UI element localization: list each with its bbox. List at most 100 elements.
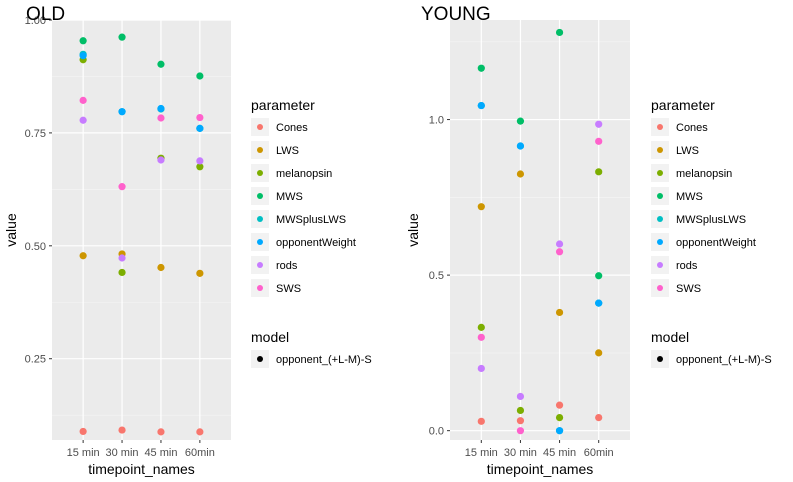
young-legend-swatch <box>657 239 663 245</box>
young-point-lws <box>595 349 603 357</box>
old-y-tick-label: 0.25 <box>25 354 46 366</box>
young-y-tick-label: 0.5 <box>429 270 444 282</box>
old-legend-label: MWS <box>276 191 303 203</box>
old-point-sws <box>196 113 204 122</box>
old-point-cones <box>118 426 126 434</box>
old-point-sws <box>118 183 126 191</box>
old-x-tick-label: 45 min <box>144 447 177 459</box>
young-y-tick-label: 1.0 <box>429 115 444 127</box>
young-y-axis-title: value <box>405 213 421 247</box>
young-x-tick-label: 15 min <box>465 447 498 459</box>
young-legend-title: parameter <box>651 97 715 113</box>
young-panel-title: YOUNG <box>421 4 491 25</box>
young-point-cones <box>595 414 603 422</box>
young-point-mws <box>516 117 525 125</box>
young-point-sws <box>516 427 525 435</box>
old-legend-label: rods <box>276 260 298 272</box>
young-legend-label: melanopsin <box>676 168 732 180</box>
old-legend-swatch <box>257 239 263 245</box>
young-point-mws <box>477 64 485 72</box>
young-point-rods <box>595 120 603 128</box>
old-legend-label: opponentWeight <box>276 237 356 249</box>
old-x-tick-label: 30 min <box>106 447 139 459</box>
old-point-melanopsin <box>196 163 204 171</box>
old-point-mws <box>118 33 126 41</box>
young-point-opponentweight <box>595 299 603 307</box>
old-x-axis-title: timepoint_names <box>88 461 195 477</box>
old-legend-label: LWS <box>276 145 299 157</box>
old-point-sws <box>157 114 165 122</box>
old-point-melanopsin <box>118 268 126 277</box>
young-legend-swatch <box>657 170 663 176</box>
young-point-cones <box>516 417 525 425</box>
old-y-axis-title: value <box>3 213 19 247</box>
young-point-sws <box>595 137 603 145</box>
old-legend-label: MWSplusLWS <box>276 214 346 226</box>
young-point-rods <box>477 364 485 373</box>
old-point-rods <box>157 156 165 164</box>
young-point-lws <box>555 308 564 317</box>
old-legend-swatch <box>257 216 263 222</box>
young-x-tick-label: 60min <box>584 447 614 459</box>
old-point-rods <box>118 254 126 262</box>
young-point-rods <box>555 240 564 248</box>
young-legend-label: MWSplusLWS <box>676 214 746 226</box>
young-legend-label: opponentWeight <box>676 237 756 249</box>
young-point-melanopsin <box>477 323 485 331</box>
young-point-opponentweight <box>477 101 485 110</box>
young-legend-label: MWS <box>676 191 703 203</box>
old-legend-swatch <box>257 285 263 291</box>
young-point-lws <box>516 170 525 178</box>
young-legend-swatch <box>657 124 663 130</box>
old-point-mws <box>196 72 204 80</box>
old-point-opponentweight <box>118 108 126 116</box>
old-legend-label: melanopsin <box>276 168 332 180</box>
old-legend-swatch <box>257 170 263 176</box>
young-legend-swatch <box>657 216 663 222</box>
old-panel-title: OLD <box>26 4 65 25</box>
young-point-cones <box>477 417 485 425</box>
old-point-lws <box>196 269 204 277</box>
old-legend-label: Cones <box>276 122 308 134</box>
young-x-tick-label: 45 min <box>543 447 576 459</box>
old-x-tick-label: 15 min <box>67 447 100 459</box>
old-panel-background <box>52 20 231 440</box>
young-point-melanopsin <box>516 406 525 415</box>
young-legend-label: Cones <box>676 122 708 134</box>
young-point-sws <box>555 248 564 256</box>
old-y-tick-label: 1.00 <box>25 15 46 27</box>
young-panel-background <box>450 20 630 440</box>
old-x-tick-label: 60min <box>185 447 215 459</box>
old-y-tick-label: 0.75 <box>25 128 46 140</box>
old-point-rods <box>79 116 87 124</box>
old-point-cones <box>196 428 204 436</box>
old-model-legend-title: model <box>251 329 289 345</box>
old-model-legend-label: opponent_(+L-M)-S <box>276 354 372 366</box>
young-point-cones <box>555 401 564 409</box>
young-point-opponentweight <box>516 142 525 150</box>
young-point-opponentweight <box>555 427 564 435</box>
young-legend-label: LWS <box>676 145 699 157</box>
young-point-sws <box>477 333 485 341</box>
old-point-opponentweight <box>79 52 87 60</box>
young-legend-swatch <box>657 262 663 268</box>
old-point-rods <box>196 157 204 165</box>
young-x-axis-title: timepoint_names <box>487 461 594 477</box>
old-y-tick-label: 0.50 <box>25 241 46 253</box>
young-legend-swatch <box>657 147 663 153</box>
young-legend-swatch <box>657 193 663 199</box>
old-point-lws <box>79 252 87 260</box>
old-point-cones <box>79 427 87 436</box>
old-legend-title: parameter <box>251 97 315 113</box>
old-point-opponentweight <box>157 104 165 113</box>
young-model-legend-label: opponent_(+L-M)-S <box>676 354 772 366</box>
young-x-tick-label: 30 min <box>504 447 537 459</box>
old-point-mws <box>79 37 87 45</box>
young-point-mws <box>555 28 564 37</box>
young-legend-label: SWS <box>676 283 701 295</box>
young-legend-label: rods <box>676 260 698 272</box>
young-model-legend-swatch <box>657 356 663 362</box>
old-legend-swatch <box>257 147 263 153</box>
